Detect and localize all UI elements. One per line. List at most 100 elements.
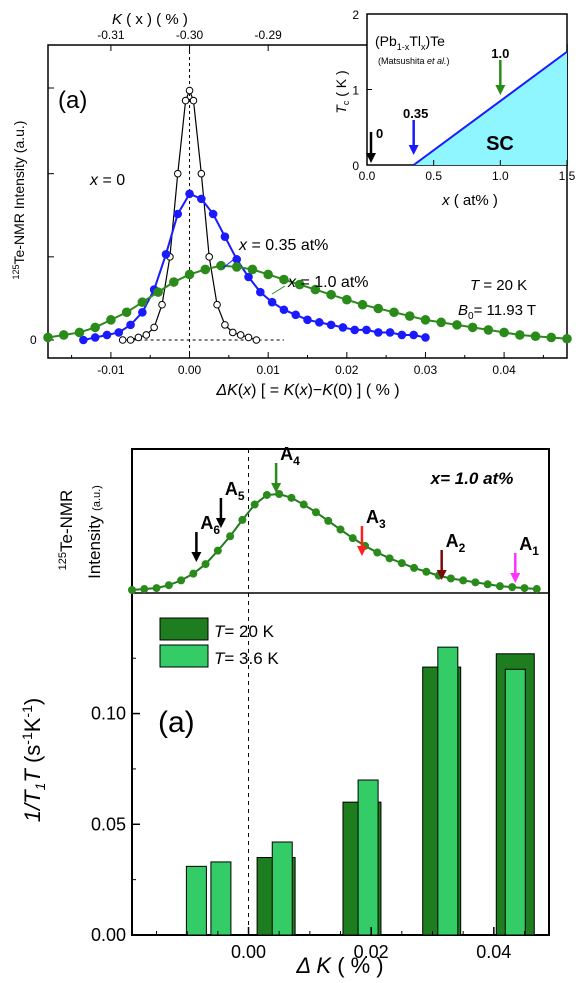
x-tick-label: 0.01 [257, 363, 281, 377]
inset-y-tick-label: 0 [352, 159, 359, 173]
data-point [153, 287, 163, 297]
arrow-label-x035: 0.35 [403, 106, 428, 121]
spectrum-point [152, 584, 161, 593]
data-point [267, 297, 277, 307]
top-panel: -0.01 0.00 0.01 0.02 0.03 0.04-0.31 -0.30 -0.29… [11, 11, 572, 399]
field-label: B0= 11.93 T [458, 302, 536, 322]
arrow-label-x0: 0 [376, 126, 383, 141]
data-point [357, 299, 368, 310]
data-point [90, 333, 100, 342]
curve-label-x0: x = 0 [89, 172, 125, 189]
spectrum-point [262, 490, 271, 499]
data-point [404, 311, 415, 321]
top-tick-label: -0.29 [255, 28, 283, 42]
data-point [205, 253, 214, 261]
y-axis-title-upper-2: Intensity (a.u.) [85, 485, 104, 579]
data-point [169, 277, 179, 287]
bar-3.6K [185, 865, 207, 936]
data-point [291, 310, 301, 320]
data-point [181, 96, 190, 105]
top-axis-title: K ( x ) ( % ) [112, 11, 188, 28]
data-point [90, 322, 100, 333]
arrow-label-A2: A2 [446, 531, 466, 555]
bar-3.6K [437, 646, 459, 936]
data-point [263, 269, 273, 280]
arrow-x10-head [495, 85, 506, 95]
bar-3.6K [357, 779, 379, 936]
x-tick-label: 0.04 [492, 363, 516, 377]
data-point [197, 194, 206, 204]
spectrum-point [495, 582, 504, 591]
data-point [279, 305, 289, 315]
data-point [79, 335, 88, 345]
data-point [58, 330, 69, 340]
series-0 [118, 86, 261, 344]
spectrum-point [189, 569, 198, 578]
arrow-x035-head [408, 145, 419, 155]
data-point [216, 260, 226, 271]
y-zero-label: 0 [30, 333, 37, 347]
arrow-A6-head [191, 552, 202, 562]
y-axis-title-upper: 125Te-NMR [57, 490, 76, 571]
inset-x-tick-label: 1.0 [492, 169, 509, 183]
data-point [326, 320, 336, 330]
data-point [373, 303, 384, 314]
top-tick-label: -0.31 [97, 28, 125, 42]
inset-y-axis-title: Tc ( K ) [333, 70, 351, 113]
inset-y-tick-label: 1 [352, 84, 359, 98]
data-point [228, 328, 237, 337]
data-point [126, 320, 135, 330]
spectrum-point [508, 583, 517, 592]
data-point [137, 297, 148, 308]
data-point [142, 331, 151, 339]
top-tick-label: -0.30 [176, 28, 204, 42]
arrow-A5 [215, 498, 226, 528]
legend-swatch-20K [159, 617, 209, 641]
sc-label: SC [486, 133, 514, 155]
arrow-x035 [408, 120, 419, 155]
arrow-A2 [436, 550, 447, 580]
data-point [256, 287, 265, 297]
data-point [338, 323, 348, 332]
panel-label: (a) [158, 706, 195, 739]
arrow-x10 [495, 60, 506, 95]
data-point [126, 336, 135, 344]
spectrum-point [201, 560, 210, 569]
arrow-label-x10: 1.0 [491, 46, 509, 61]
data-point [546, 332, 557, 343]
data-point [118, 336, 127, 344]
curve-label-leader [222, 255, 239, 269]
spectrum-point [446, 574, 455, 583]
x-tick-label: 0.02 [354, 942, 389, 962]
bar-3.6K [271, 841, 293, 936]
arrow-label-A3: A3 [366, 507, 386, 531]
data-point [43, 332, 53, 343]
curve-label-leader [271, 285, 286, 295]
x-tick-label: 0.02 [335, 363, 359, 377]
x-tick-label: 0.03 [414, 363, 438, 377]
data-point [185, 189, 194, 199]
spectrum-point [410, 563, 419, 572]
x-axis-title: Δ K ( % ) [295, 953, 383, 978]
spectrum-point [483, 580, 492, 589]
inset-x-tick-label: 1.5 [559, 169, 576, 183]
data-point [221, 321, 229, 329]
data-point [409, 330, 418, 340]
spectrum-point [177, 576, 186, 585]
arrow-A2-head [436, 570, 447, 580]
legend-swatch-3.6K [159, 644, 209, 668]
data-point [158, 300, 166, 309]
data-point [220, 232, 230, 241]
data-point [397, 330, 407, 340]
spectrum-point [275, 490, 284, 498]
spectrum-label: x= 1.0 at% [430, 469, 514, 488]
data-point [467, 322, 478, 333]
data-point [530, 331, 541, 342]
arrow-A5-head [215, 518, 226, 528]
arrow-A4 [271, 463, 282, 493]
arrow-A6 [191, 532, 202, 562]
spectrum-point [385, 554, 394, 563]
arrow-A3 [356, 526, 367, 556]
data-point [373, 328, 383, 337]
data-point [483, 325, 494, 335]
